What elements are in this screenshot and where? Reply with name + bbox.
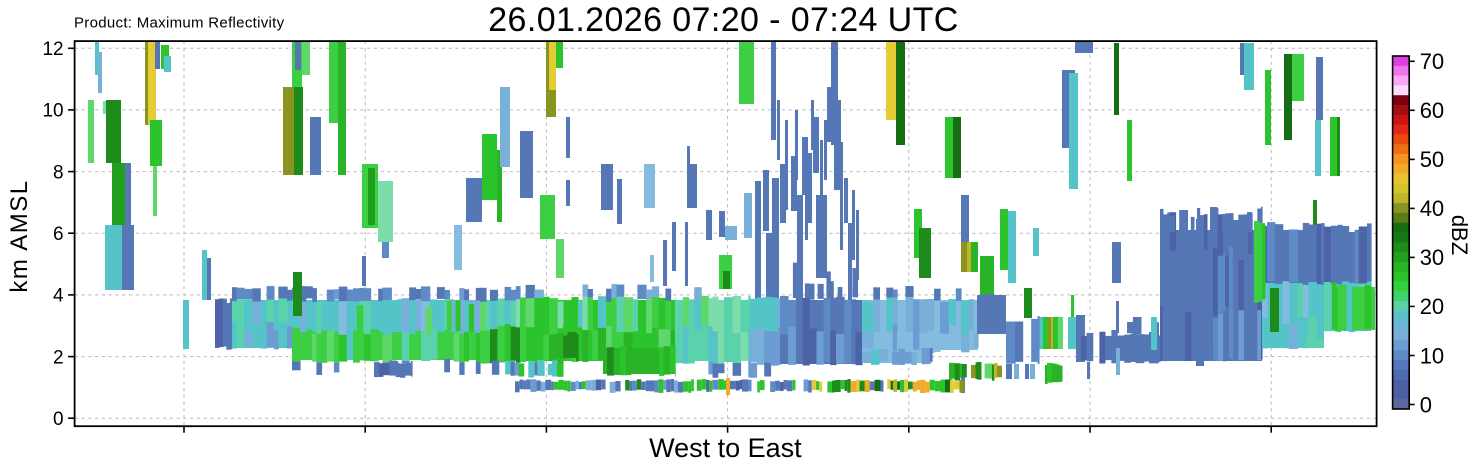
svg-text:30: 30 (1420, 245, 1444, 270)
svg-text:26.01.2026 07:20 - 07:24 UTC: 26.01.2026 07:20 - 07:24 UTC (488, 1, 959, 39)
svg-text:10: 10 (1420, 343, 1444, 368)
svg-text:2: 2 (53, 347, 64, 368)
svg-text:0: 0 (53, 409, 64, 430)
svg-text:12: 12 (42, 39, 63, 60)
svg-text:50: 50 (1420, 147, 1444, 172)
svg-text:8: 8 (53, 162, 64, 183)
svg-text:10: 10 (42, 101, 63, 122)
svg-text:dBZ: dBZ (1447, 215, 1472, 255)
svg-text:6: 6 (53, 224, 64, 245)
svg-text:Product: Maximum Reflectivity: Product: Maximum Reflectivity (74, 15, 285, 32)
svg-text:70: 70 (1420, 49, 1444, 74)
svg-text:0: 0 (1420, 392, 1432, 417)
svg-text:60: 60 (1420, 98, 1444, 123)
svg-text:4: 4 (53, 286, 64, 307)
svg-text:km AMSL: km AMSL (6, 179, 33, 292)
svg-text:40: 40 (1420, 196, 1444, 221)
svg-text:West to East: West to East (649, 433, 802, 463)
svg-text:20: 20 (1420, 294, 1444, 319)
